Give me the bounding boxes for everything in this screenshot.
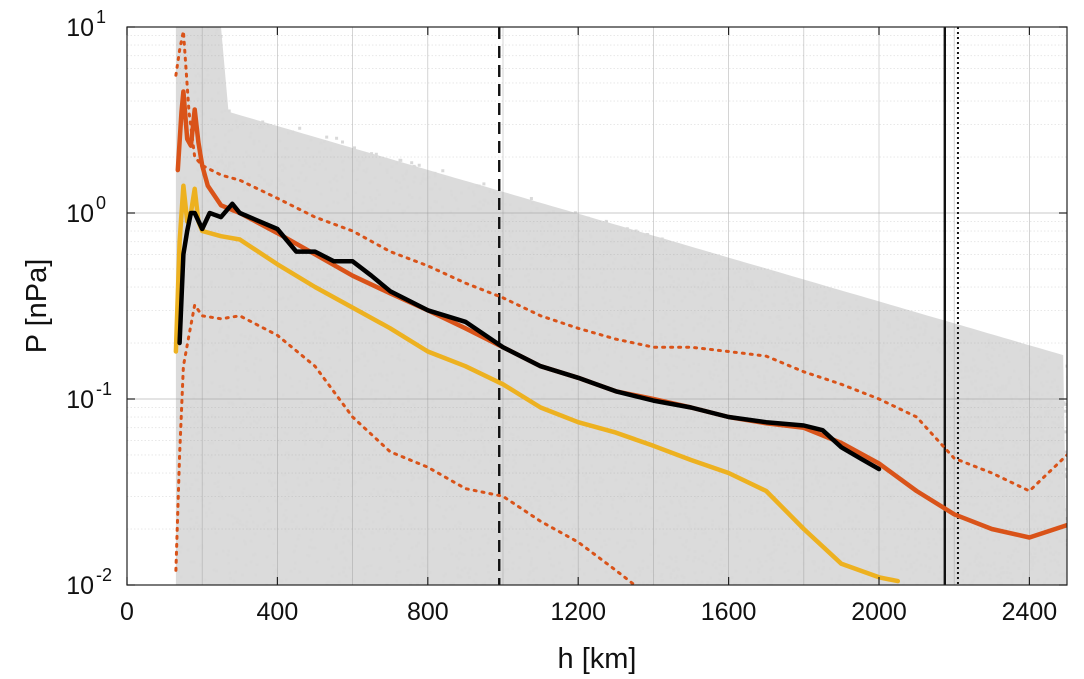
series-lines	[173, 29, 1067, 585]
x-tick-label: 400	[257, 598, 299, 626]
plot-frame	[126, 26, 1068, 586]
y-tick-label: 10	[66, 572, 94, 600]
y-tick-label: 10	[66, 200, 94, 228]
y-tick-exponent: -2	[96, 565, 112, 585]
x-tick-label: 0	[120, 598, 134, 626]
series-line-1	[174, 29, 1067, 493]
series-line-3	[173, 183, 901, 584]
reference-lines	[498, 27, 959, 585]
y-tick-exponent: 1	[96, 7, 106, 27]
ticks	[126, 26, 1067, 586]
series-line-0	[175, 89, 1067, 540]
x-tick-label: 2400	[1002, 598, 1058, 626]
x-tick-label: 800	[407, 598, 449, 626]
series-line-2	[174, 303, 637, 585]
grid	[127, 27, 1067, 585]
y-tick-label: 10	[66, 386, 94, 414]
y-tick-label: 10	[66, 14, 94, 42]
y-axis-title: P [nPa]	[21, 259, 53, 354]
y-tick-exponent: 0	[96, 193, 106, 213]
series-line-4	[177, 201, 882, 472]
x-tick-label: 2000	[851, 598, 907, 626]
x-tick-label: 1200	[550, 598, 606, 626]
y-tick-exponent: -1	[96, 379, 112, 399]
x-axis-title: h [km]	[558, 643, 637, 675]
x-tick-label: 1600	[701, 598, 757, 626]
